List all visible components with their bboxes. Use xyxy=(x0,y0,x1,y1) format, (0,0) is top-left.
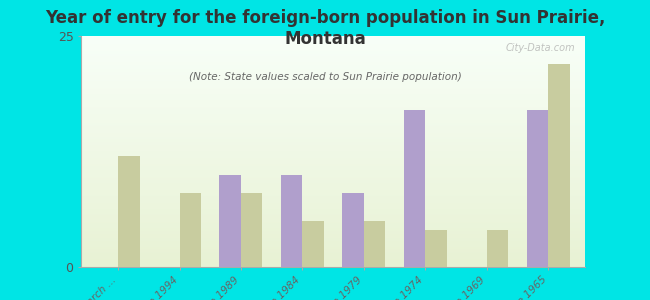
Bar xyxy=(241,193,263,267)
Bar xyxy=(179,193,201,267)
Bar xyxy=(220,175,241,267)
Bar xyxy=(118,156,140,267)
Bar xyxy=(548,64,569,267)
Bar xyxy=(281,175,302,267)
Text: Year of entry for the foreign-born population in Sun Prairie,
Montana: Year of entry for the foreign-born popul… xyxy=(45,9,605,48)
Bar xyxy=(343,193,364,267)
Bar xyxy=(302,221,324,267)
Text: (Note: State values scaled to Sun Prairie population): (Note: State values scaled to Sun Prairi… xyxy=(188,72,462,82)
Bar xyxy=(425,230,447,267)
Bar xyxy=(364,221,385,267)
Text: City-Data.com: City-Data.com xyxy=(505,43,575,53)
Bar xyxy=(404,110,425,267)
Bar xyxy=(487,230,508,267)
Bar xyxy=(526,110,548,267)
